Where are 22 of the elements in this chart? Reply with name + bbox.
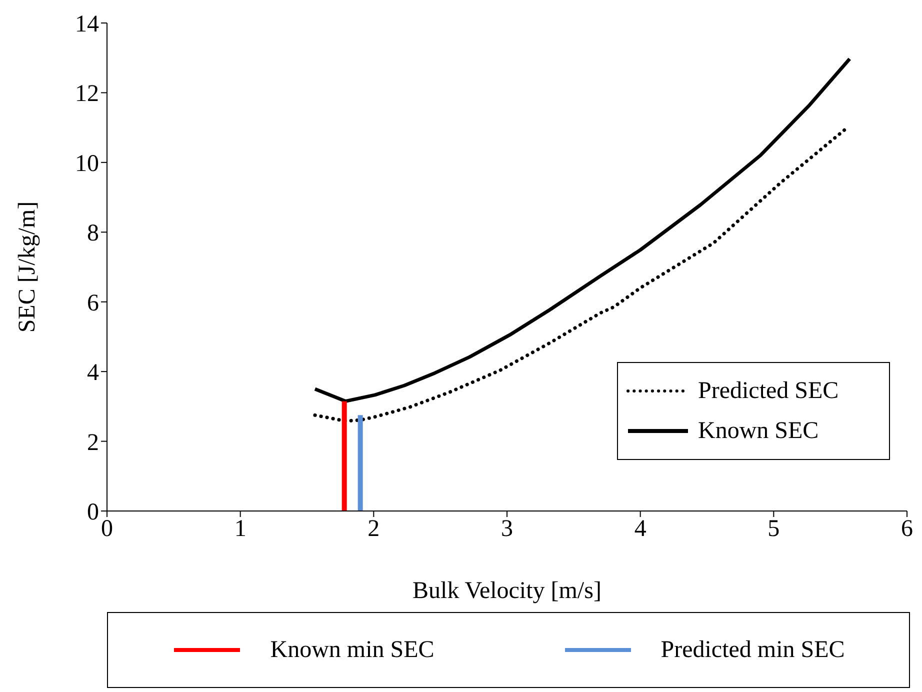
y-axis-title: SEC [J/kg/m]	[14, 201, 42, 333]
y-tick-label: 14	[75, 12, 99, 38]
legend-label: Predicted min SEC	[660, 636, 845, 664]
line-series	[313, 127, 848, 423]
y-tick-label: 2	[87, 430, 99, 456]
legend-label: Predicted SEC	[698, 378, 839, 404]
x-tick-label: 3	[501, 516, 513, 542]
legend-label: Known SEC	[698, 418, 819, 444]
line-series	[313, 57, 852, 403]
y-tick-label: 0	[87, 500, 99, 526]
y-tick-label: 12	[75, 81, 99, 108]
legend-label: Known min SEC	[270, 636, 434, 664]
y-tick-label: 6	[87, 290, 99, 316]
x-tick-label: 1	[234, 516, 246, 542]
y-tick-label: 8	[87, 220, 99, 247]
y-tick-label: 4	[87, 360, 99, 386]
x-tick-label: 5	[768, 516, 780, 542]
x-tick-label: 6	[901, 516, 913, 542]
x-tick-label: 2	[368, 516, 380, 542]
x-axis-title: Bulk Velocity [m/s]	[412, 578, 602, 605]
y-tick-label: 10	[75, 150, 99, 177]
x-tick-label: 4	[634, 516, 646, 542]
